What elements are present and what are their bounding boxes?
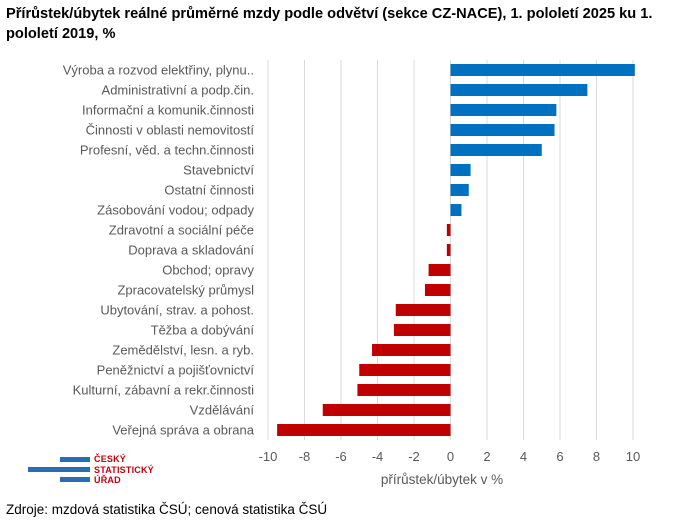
bar [372,344,451,356]
bar [450,124,555,136]
x-tick-label: 4 [520,449,527,464]
bar [450,104,557,116]
x-tick-labels: -10 -8 -6 -4 -2 0 2 4 6 8 10 [259,449,641,464]
category-label: Stavebnictví [183,163,254,178]
bar [357,384,451,396]
category-label: Zdravotní a sociální péče [109,223,254,238]
x-tick-label: -10 [259,449,278,464]
logo-line-1: ČESKÝ [94,454,127,464]
category-label: Ubytování, strav. a pohost. [100,303,254,318]
category-label: Zemědělství, lesn. a ryb. [112,343,254,358]
category-label: Zpracovatelský průmysl [117,283,254,298]
bars [277,64,635,436]
grid-lines [267,60,634,440]
x-tick-label: -4 [372,449,384,464]
category-label: Kulturní, zábavní a rekr.činnosti [73,383,254,398]
x-tick-label: 2 [483,449,490,464]
x-tick-label: 6 [556,449,563,464]
bar [359,364,451,376]
csu-logo-icon [28,457,90,482]
bar [450,184,469,196]
bar [446,224,451,236]
bar [277,424,451,436]
bar [322,404,451,416]
bar [424,284,451,296]
category-label: Vzdělávání [190,403,255,418]
category-label: Obchod; opravy [162,263,254,278]
bar [450,204,462,216]
x-tick-label: -2 [408,449,420,464]
bar [450,84,588,96]
x-tick-label: 10 [626,449,640,464]
bar [428,264,451,276]
category-label: Profesní, věd. a techn.činnosti [80,143,254,158]
bar [450,164,471,176]
logo-line-3: ÚŘAD [94,475,121,485]
category-label: Informační a komunik.činnosti [82,103,254,118]
bar [446,244,451,256]
category-label: Činnosti v oblasti nemovitostí [86,123,255,138]
source-note: Zdroje: mzdová statistika ČSÚ; cenová st… [6,502,328,517]
bar [450,144,542,156]
category-label: Doprava a skladování [128,243,254,258]
csu-logo-text: ČESKÝ STATISTICKÝ ÚŘAD [94,454,154,486]
category-label: Zásobování vodou; odpady [97,203,254,218]
category-label: Peněžnictví a pojišťovnictví [97,363,255,378]
bar [393,324,451,336]
category-label: Ostatní činnosti [164,183,254,198]
category-labels: Výroba a rozvod elektřiny, plynu.. Admini… [63,63,255,438]
chart-title: Přírůstek/úbytek reálné průměrné mzdy po… [6,6,653,42]
category-label: Veřejná správa a obrana [112,423,254,438]
x-axis-label: přírůstek/úbytek v % [381,472,503,487]
logo-line-2: STATISTICKÝ [94,464,154,475]
x-tick-label: 8 [593,449,600,464]
category-label: Těžba a dobývání [151,323,255,338]
bar [395,304,451,316]
x-tick-label: -8 [299,449,311,464]
x-tick-label: 0 [447,449,454,464]
category-label: Výroba a rozvod elektřiny, plynu.. [63,63,254,78]
x-tick-label: -6 [335,449,347,464]
bar [450,64,635,76]
category-label: Administrativní a podp.čin. [102,83,254,98]
